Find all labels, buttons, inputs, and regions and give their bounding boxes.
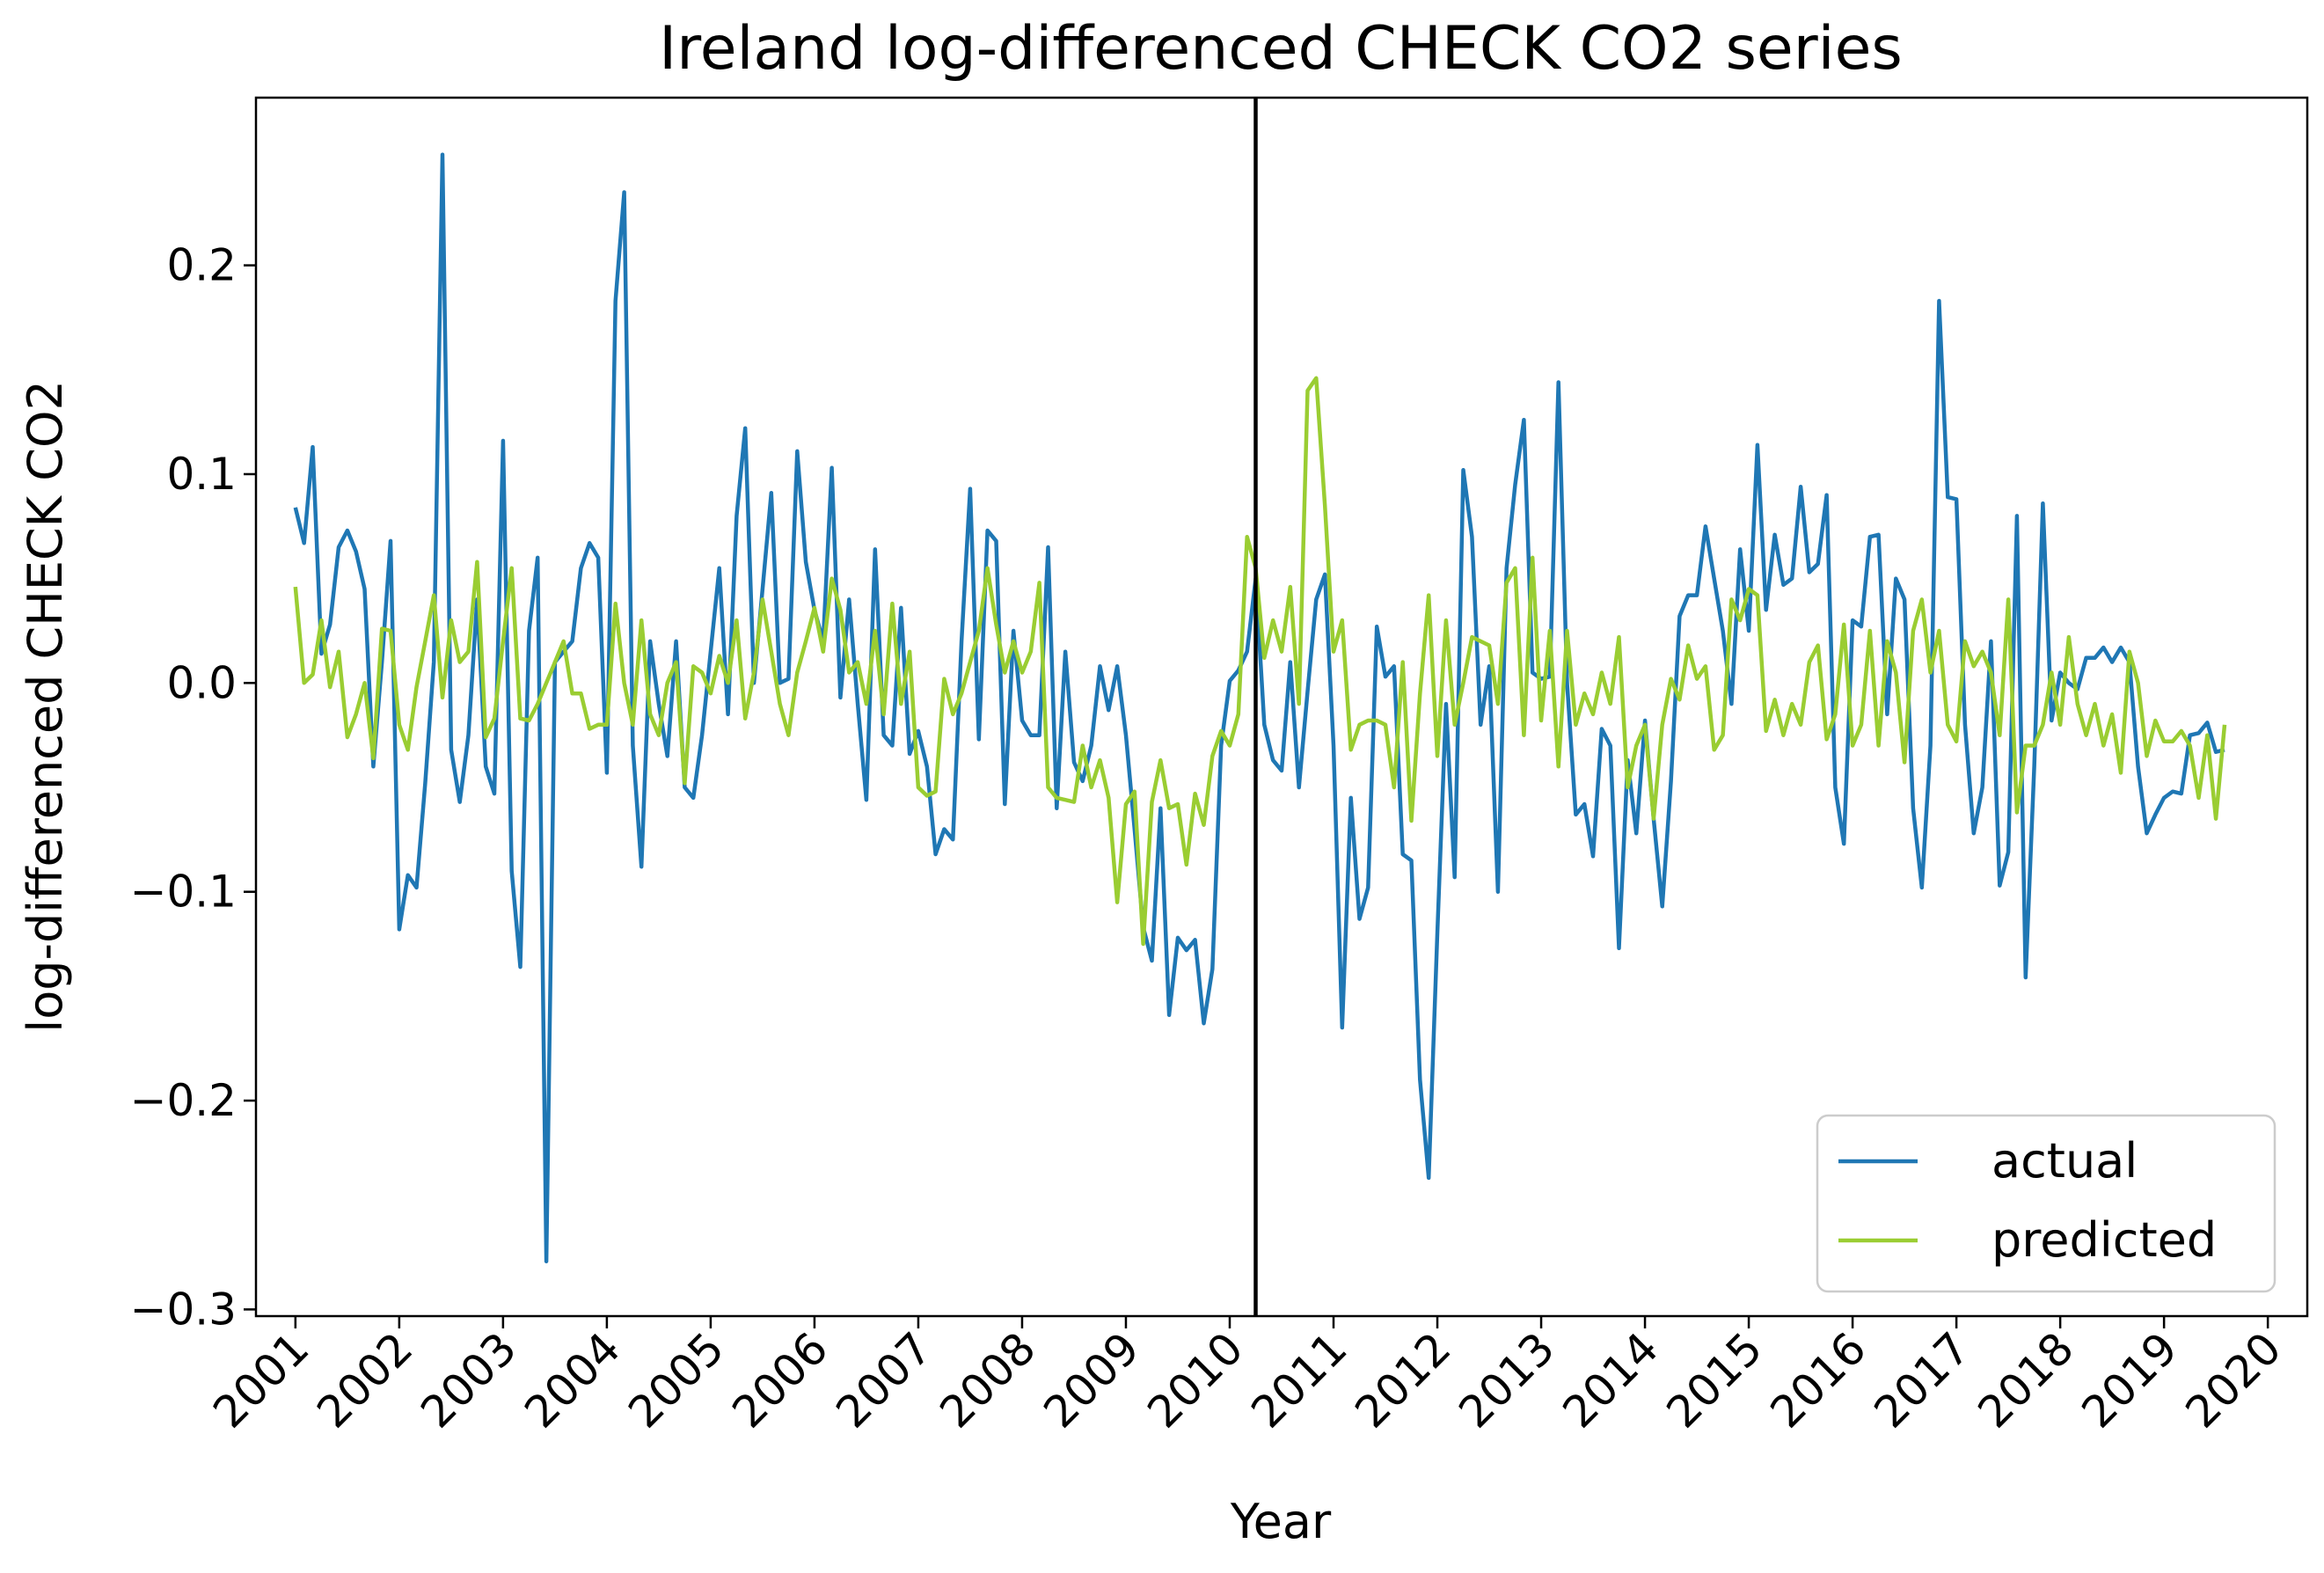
series-line-actual xyxy=(293,152,2225,1264)
legend-label-actual: actual xyxy=(1991,1133,2138,1189)
y-tick-label: −0.1 xyxy=(130,867,237,918)
y-tick-label: 0.2 xyxy=(166,240,237,291)
y-tick-label: −0.3 xyxy=(130,1284,237,1335)
legend-box xyxy=(1816,1114,2276,1293)
plot-frame xyxy=(254,96,2309,1318)
y-axis: 0.2 0.1 0.0 −0.1 −0.2 −0.3 xyxy=(130,240,256,1335)
y-tick-label: 0.1 xyxy=(166,449,237,500)
x-axis-label: Year xyxy=(1230,1494,1332,1549)
y-tick-label: −0.2 xyxy=(130,1075,237,1126)
y-axis-label: log-differenced CHECK CO2 xyxy=(18,380,73,1033)
plot-area xyxy=(254,96,2309,1318)
series-layer xyxy=(293,152,2227,1264)
chart-title: Ireland log-differenced CHECK CO2 series xyxy=(659,14,1903,84)
legend-label-predicted: predicted xyxy=(1991,1212,2217,1268)
y-tick-label: 0.0 xyxy=(166,657,237,708)
legend: actual predicted xyxy=(1816,1114,2276,1293)
series-line-predicted xyxy=(293,376,2227,947)
